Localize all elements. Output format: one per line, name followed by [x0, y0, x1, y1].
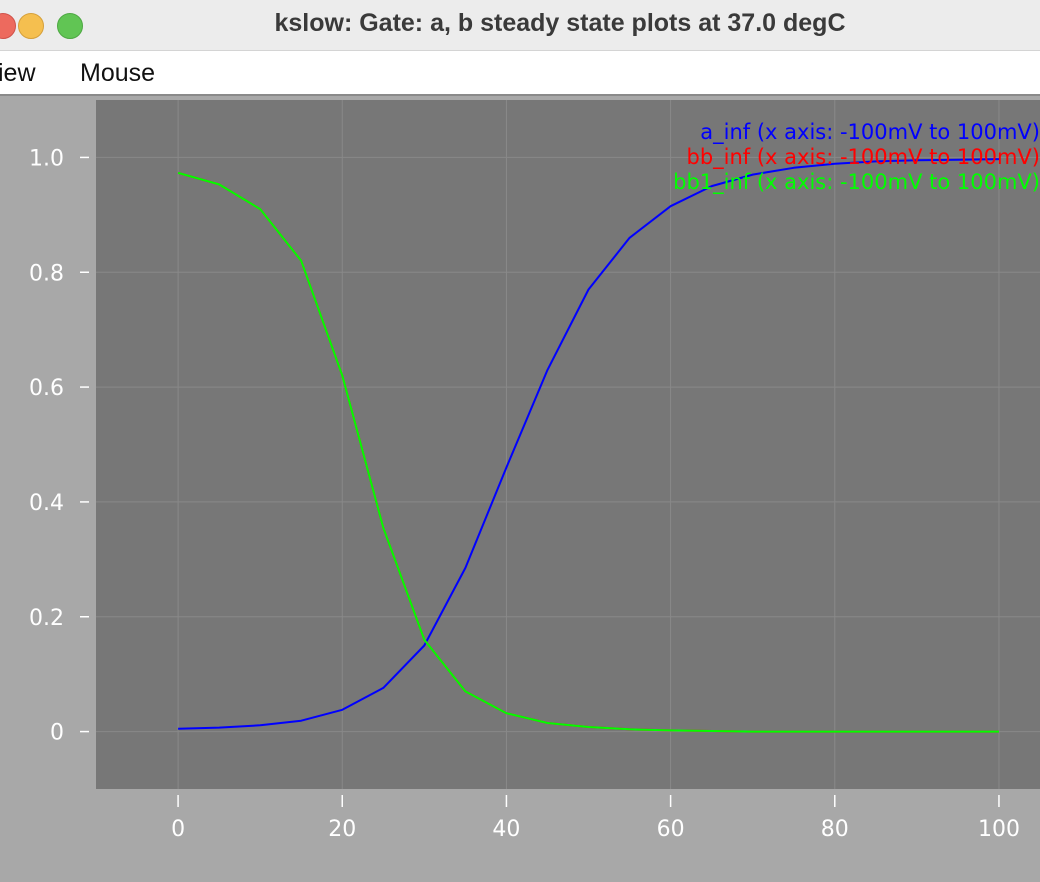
x-tick-label: 80 [821, 817, 849, 842]
series-line-1 [178, 158, 1000, 730]
window-title: kslow: Gate: a, b steady state plots at … [274, 9, 846, 37]
minimize-window-button[interactable] [18, 13, 44, 39]
plot-area [96, 100, 1040, 789]
x-tick-label: 100 [978, 817, 1020, 842]
series-line-3 [177, 171, 999, 733]
y-tick-label: 0 [50, 721, 64, 746]
title-bar: kslow: Gate: a, b steady state plots at … [0, 0, 1040, 51]
x-tick-label: 20 [328, 817, 356, 842]
steady-state-plot[interactable]: 0 0.2 0.4 0.6 0.8 1.0 0 20 40 60 80 100 a_inf (x axi… [0, 96, 1040, 882]
legend-entry: a_inf (x axis: -100mV to 100mV) [700, 120, 1040, 145]
zoom-window-button[interactable] [57, 13, 83, 39]
y-tick-label: 1.0 [29, 146, 64, 171]
legend-entry: bb1_inf (x axis: -100mV to 100mV) [673, 170, 1040, 195]
legend-entry: bb_inf (x axis: -100mV to 100mV) [686, 145, 1040, 170]
menu-bar: iew Mouse [0, 51, 1040, 96]
x-tick-label: 60 [657, 817, 685, 842]
x-tick-label: 40 [492, 817, 520, 842]
y-tick-label: 0.8 [29, 261, 64, 286]
y-tick-label: 0.6 [29, 376, 64, 401]
x-tick-label: 0 [171, 817, 185, 842]
menu-view[interactable]: iew [0, 59, 36, 87]
menu-mouse[interactable]: Mouse [80, 59, 156, 87]
y-tick-label: 0.2 [29, 606, 64, 631]
y-tick-label: 0.4 [29, 491, 64, 516]
